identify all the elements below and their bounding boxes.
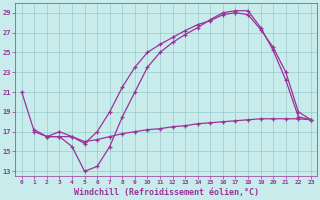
X-axis label: Windchill (Refroidissement éolien,°C): Windchill (Refroidissement éolien,°C) bbox=[74, 188, 259, 197]
